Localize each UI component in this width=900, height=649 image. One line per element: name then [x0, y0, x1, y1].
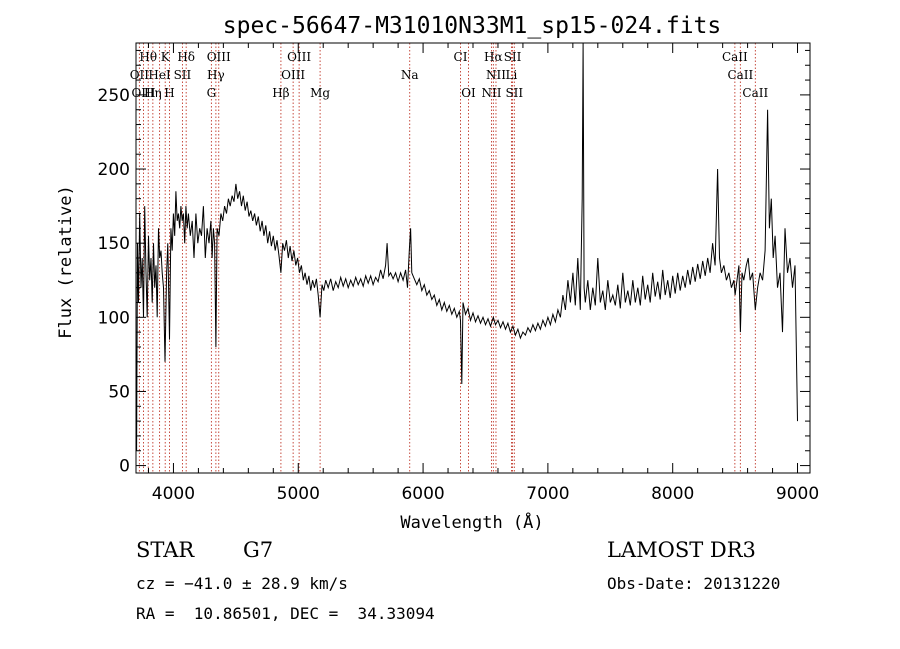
spectral-line-label: SII [174, 68, 192, 82]
spectral-line-label: G [207, 86, 217, 100]
x-axis: 4000 5000 6000 7000 8000 9000 [147, 43, 819, 504]
y-tick-label: 50 [108, 382, 130, 402]
spectral-line-label: Hγ [207, 68, 225, 82]
spectral-line-label: Li [506, 68, 518, 82]
x-tick-label: 9000 [776, 484, 819, 504]
spectral-line-label: Hα [484, 50, 503, 64]
spectral-line-label: NII [486, 68, 506, 82]
redshift-cz: cz = −41.0 ± 28.9 km/s [136, 574, 348, 593]
spectral-line-label: OIII [281, 68, 305, 82]
spectral-line-label: H [164, 86, 174, 100]
spectral-line-label: K [161, 50, 171, 64]
y-axis: 0 50 100 150 200 250 [98, 49, 810, 477]
spectral-line-label: OIII [207, 50, 231, 64]
flux-series-line [135, 42, 798, 451]
chart-title: spec-56647-M31010N33M1_sp15-024.fits [223, 13, 722, 39]
spectral-line-label: SII [504, 50, 522, 64]
y-tick-label: 100 [98, 308, 130, 328]
spectral-line-label: CI [454, 50, 468, 64]
survey-name: LAMOST DR3 [607, 538, 756, 562]
spectral-line-label: OIII [131, 86, 155, 100]
coordinates: RA = 10.86501, DEC = 34.33094 [136, 604, 435, 623]
spectral-line-label: OII [130, 68, 150, 82]
spectral-line-label: Hη [144, 86, 162, 100]
y-tick-label: 250 [98, 86, 130, 106]
observation-date: Obs-Date: 20131220 [607, 574, 781, 593]
spectral-line-label: OI [461, 86, 476, 100]
y-axis-label: Flux (relative) [56, 185, 76, 339]
x-tick-label: 7000 [526, 484, 569, 504]
plot-frame [135, 42, 811, 474]
x-tick-label: 6000 [401, 484, 444, 504]
spectral-line-label: SII [505, 86, 523, 100]
y-tick-label: 200 [98, 160, 130, 180]
spectral-line-label: Hθ [139, 50, 157, 64]
spectral-line-label: CaII [722, 50, 748, 64]
x-tick-label: 5000 [277, 484, 320, 504]
spectral-line-label: CaII [727, 68, 753, 82]
object-class: STAR [136, 538, 195, 562]
spectral-line-label: OIII [287, 50, 311, 64]
spectral-line-label: CaII [742, 86, 768, 100]
object-subclass: G7 [243, 538, 274, 562]
spectral-line-label: Hδ [177, 50, 195, 64]
y-tick-label: 150 [98, 234, 130, 254]
spectral-line-label: Mg [310, 86, 330, 100]
y-tick-label: 0 [119, 457, 130, 477]
spectral-line-markers [138, 43, 756, 473]
spectral-line-label: Na [401, 68, 419, 82]
spectral-line-label: NII [481, 86, 501, 100]
x-tick-label: 8000 [651, 484, 694, 504]
x-tick-label: 4000 [152, 484, 195, 504]
spectral-line-label: HeI [148, 68, 171, 82]
spectral-line-label: Hβ [272, 86, 289, 100]
x-axis-label: Wavelength (Å) [400, 511, 543, 533]
